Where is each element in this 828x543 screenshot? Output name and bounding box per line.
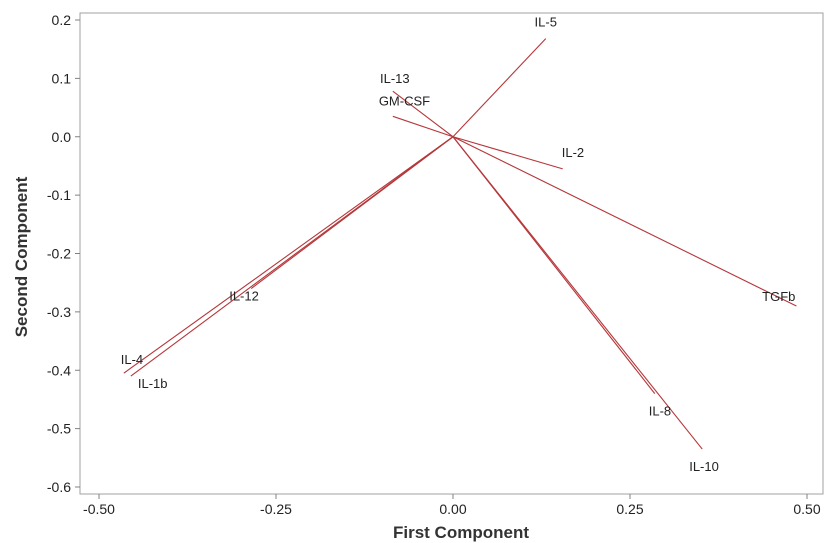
loading-label: IL-13 [380,71,410,86]
y-tick-label: -0.2 [47,246,71,262]
loading-label: TGFb [762,289,795,304]
plot-area [79,12,824,495]
loading-label: IL-8 [649,404,671,419]
y-tick-label: -0.4 [47,362,71,378]
loading-line [452,136,703,450]
loading-line [392,115,454,138]
loading-line [392,90,454,138]
loading-label: GM-CSF [379,93,430,108]
y-tick-label: -0.1 [47,187,71,203]
y-tick-label: 0.0 [52,129,72,145]
x-tick-label: -0.50 [83,501,115,517]
y-tick-label: -0.6 [47,479,71,495]
loading-line [452,136,797,307]
loading-line [123,136,454,374]
loading-label: IL-12 [229,289,259,304]
loading-label: IL-1b [138,376,168,391]
loading-label: IL-2 [562,145,584,160]
y-tick-label: 0.2 [52,12,72,28]
x-axis-title: First Component [393,523,529,542]
loading-line [452,38,547,138]
loading-lines [123,38,797,450]
x-tick-label: 0.25 [616,501,643,517]
loading-labels: IL-5 IL-13 GM-CSF IL-2 TGFb IL-12 IL-4 IL-1b IL-… [121,15,796,474]
y-axis-ticks: 0.2 0.1 0.0 -0.1 -0.2 -0.3 -0.4 -0.5 -0.6 [47,12,80,495]
y-tick-label: -0.3 [47,304,71,320]
x-tick-label: -0.25 [260,501,292,517]
loading-line [130,136,454,377]
x-tick-label: 0.50 [793,501,820,517]
x-tick-label: 0.00 [439,501,466,517]
loading-label: IL-10 [689,459,719,474]
loading-label: IL-4 [121,352,143,367]
y-tick-label: 0.1 [52,70,72,86]
y-axis-title: Second Component [12,176,31,337]
loading-line [452,136,563,170]
x-axis-ticks: -0.50 -0.25 0.00 0.25 0.50 [83,494,821,517]
y-tick-label: -0.5 [47,421,71,437]
loading-label: IL-5 [535,15,557,30]
